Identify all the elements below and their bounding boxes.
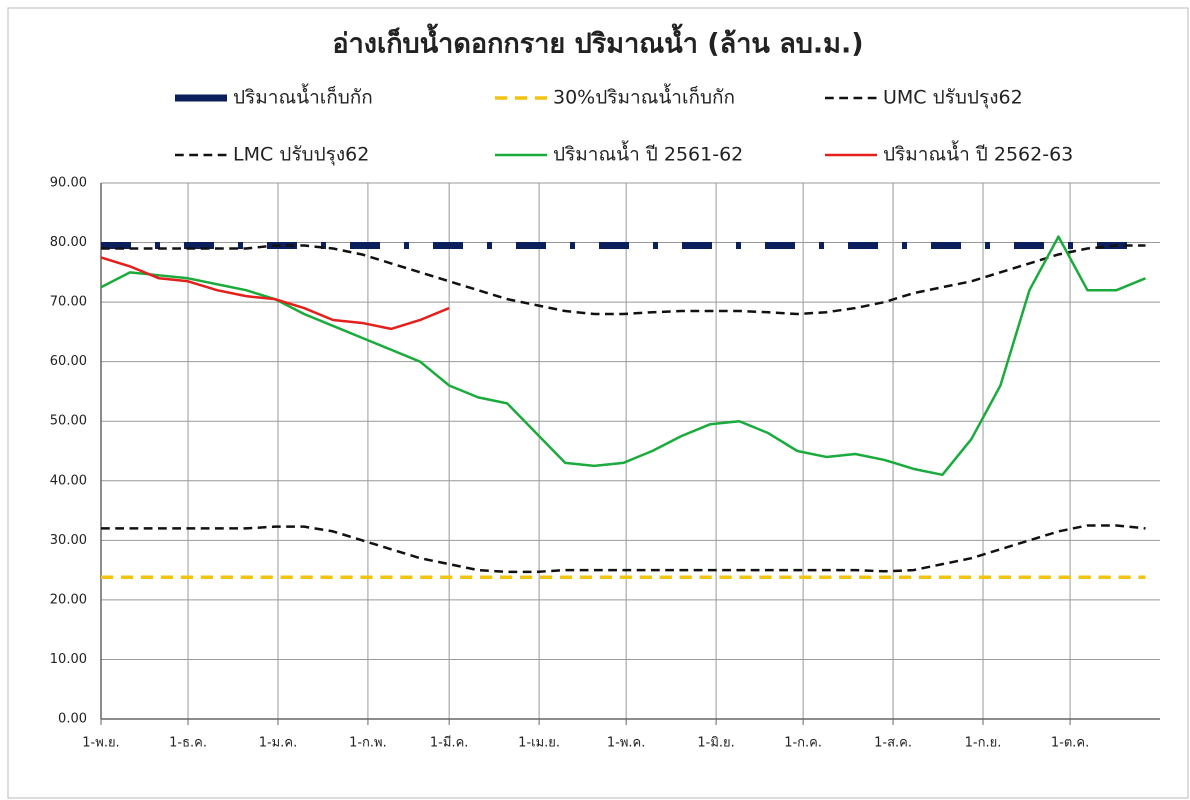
chart-title: อ่างเก็บน้ำดอกกราย ปริมาณน้ำ (ล้าน ลบ.ม.…	[332, 23, 863, 60]
x-tick-label: 1-ก.ย.	[965, 736, 1002, 751]
legend-label: LMC ปรับปรุง62	[233, 144, 369, 167]
series-line	[100, 256, 450, 331]
x-tick-label: 1-ต.ค.	[1051, 736, 1089, 751]
y-tick-label: 20.00	[50, 592, 87, 607]
y-tick-label: 40.00	[50, 473, 87, 488]
x-tick-label: 1-ม.ค.	[259, 736, 298, 751]
legend-label: ปริมาณน้ำ ปี 2561-62	[553, 141, 743, 166]
y-tick-label: 90.00	[50, 176, 87, 191]
x-tick-label: 1-ส.ค.	[874, 736, 912, 751]
legend-label: ปริมาณน้ำเก็บกัก	[233, 84, 373, 109]
legend-label: UMC ปรับปรุง62	[883, 87, 1023, 110]
y-tick-label: 0.00	[58, 712, 87, 727]
x-tick-label: 1-ก.ค.	[784, 736, 822, 751]
y-tick-label: 50.00	[50, 414, 87, 429]
x-tick-label: 1-พ.ค.	[607, 736, 646, 751]
y-tick-label: 10.00	[50, 652, 87, 667]
x-tick-label: 1-พ.ย.	[82, 736, 119, 751]
x-tick-label: 1-ก.พ.	[349, 736, 387, 751]
x-tick-label: 1-ธ.ค.	[169, 736, 207, 751]
x-tick-label: 1-มี.ค.	[430, 735, 469, 751]
y-tick-label: 80.00	[50, 235, 87, 250]
y-tick-label: 60.00	[50, 354, 87, 369]
y-tick-label: 70.00	[50, 295, 87, 310]
x-tick-label: 1-มิ.ย.	[697, 736, 734, 751]
series-line	[101, 524, 1146, 574]
chart-frame	[7, 7, 1189, 799]
y-tick-label: 30.00	[50, 533, 87, 548]
legend-label: 30%ปริมาณน้ำเก็บกัก	[553, 84, 735, 109]
legend-label: ปริมาณน้ำ ปี 2562-63	[883, 141, 1073, 166]
series-line	[101, 244, 1146, 316]
x-tick-label: 1-เม.ย.	[518, 736, 560, 751]
